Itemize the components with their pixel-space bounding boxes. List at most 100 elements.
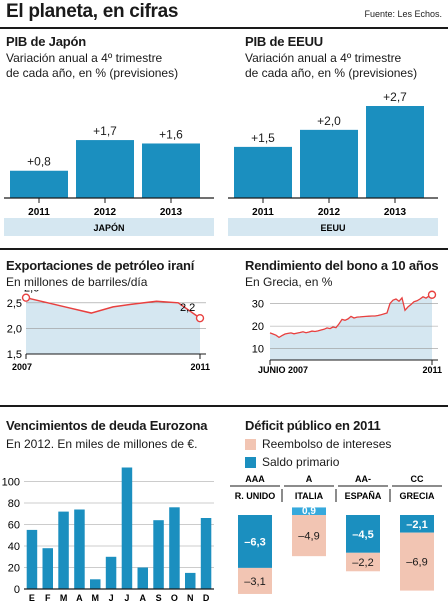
deuda-ytick-label: 80 <box>8 498 20 510</box>
pib-japon-bar <box>76 140 134 198</box>
deuda-bar <box>121 467 133 589</box>
legend-label-intereses: Reembolso de intereses <box>262 437 392 451</box>
deuda-bar <box>169 507 180 589</box>
deficit-country-label: R. UNIDO <box>235 491 276 501</box>
petroleo-chart: 1,5 2,0 2,52,6 2,2 2007 2011 <box>7 290 210 372</box>
deuda-category-label: M <box>92 593 100 603</box>
bono-ytick-label: 10 <box>252 344 264 356</box>
pib-japon-chart: +0,8 2011 +1,7 2012 +1,6 2013 JAPÓN <box>4 124 214 236</box>
deuda-bar <box>42 548 53 589</box>
bono-ytick-label: 20 <box>252 321 264 333</box>
deuda-bar <box>153 520 164 589</box>
deficit-label-intereses: –6,9 <box>406 557 427 569</box>
deuda-ytick-label: 0 <box>14 584 20 596</box>
deuda-bar <box>200 518 212 589</box>
pib-japon-title: PIB de Japón <box>6 34 86 49</box>
pib-eeuu-bar <box>234 146 292 198</box>
deficit-label-intereses: –2,2 <box>352 557 373 569</box>
petroleo-xtick-label: 2011 <box>190 362 210 372</box>
petroleo-start-label: 2,6 <box>24 290 39 295</box>
pib-eeuu-value-label: +2,0 <box>317 114 341 128</box>
petroleo-ytick-label: 1,5 <box>7 349 22 361</box>
pib-japon-band <box>4 218 214 236</box>
pib-japon-bar <box>10 170 68 198</box>
deficit-chart: AAA R. UNIDO –6,3 –3,1 A ITALIA 0,9 –4,9 AA- ESPA… <box>230 474 442 594</box>
legend-primario: Saldo primario <box>245 455 339 469</box>
deficit-bar-primario <box>292 507 326 515</box>
deficit-title: Déficit público en 2011 <box>245 418 381 433</box>
petroleo-area <box>26 297 200 354</box>
pib-eeuu-band-label: EEUU <box>320 223 345 233</box>
pib-eeuu-category-label: 2012 <box>318 207 341 218</box>
pib-eeuu-band <box>228 218 438 236</box>
deuda-category-label: N <box>187 593 194 603</box>
deficit-bar-intereses <box>238 567 272 594</box>
bono-xtick-label: 2011 <box>422 365 442 375</box>
deuda-ytick-label: 100 <box>2 477 20 489</box>
deuda-category-label: E <box>29 593 35 603</box>
pib-eeuu-value-label: +1,5 <box>251 131 275 145</box>
deficit-label-primario: –4,5 <box>352 529 373 541</box>
pib-eeuu-category-label: 2011 <box>252 207 274 218</box>
bono-area <box>270 294 432 360</box>
petroleo-subtitle: En millones de barriles/día <box>6 275 148 289</box>
pib-eeuu-title: PIB de EEUU <box>245 34 323 49</box>
pib-eeuu-category-label: 2013 <box>384 207 407 218</box>
deuda-bar <box>58 511 69 589</box>
deficit-label-primario: 0,9 <box>302 506 316 517</box>
deuda-bar <box>105 556 117 590</box>
deuda-bar <box>185 572 196 589</box>
petroleo-ytick-label: 2,5 <box>7 298 22 310</box>
deficit-rating-label: A <box>306 474 313 484</box>
deficit-rating-label: CC <box>411 474 424 484</box>
deficit-country-label: ITALIA <box>295 491 324 501</box>
pib-japon-category-label: 2013 <box>160 207 183 218</box>
deficit-bar-primario <box>400 515 434 533</box>
bono-subtitle: En Grecia, en % <box>245 275 333 289</box>
petroleo-xtick-label: 2007 <box>12 362 32 372</box>
pib-japon-bar <box>142 143 200 198</box>
deuda-category-label: O <box>171 593 178 603</box>
deuda-category-label: A <box>140 593 147 603</box>
pib-eeuu-value-label: +2,7 <box>383 90 407 104</box>
bono-ytick-label: 30 <box>252 299 264 311</box>
row-rule-1 <box>0 248 448 250</box>
deuda-category-label: S <box>156 593 162 603</box>
deficit-bar-intereses <box>400 532 434 591</box>
deuda-ytick-label: 20 <box>8 563 20 575</box>
bono-xtick-label: JUNIO 2007 <box>258 365 308 375</box>
bono-chart: 10 20 30 33,9 JUNIO 2007 2011 <box>252 290 442 375</box>
petroleo-line <box>25 296 201 319</box>
deficit-bar-primario <box>238 515 272 568</box>
pib-japon-category-label: 2012 <box>94 207 117 218</box>
pib-japon-category-label: 2011 <box>28 207 50 218</box>
pib-eeuu-chart: +1,5 2011 +2,0 2012 +2,7 2013 EEUU <box>228 90 438 236</box>
deficit-label-intereses: –3,1 <box>244 576 265 588</box>
deuda-category-label: D <box>203 593 210 603</box>
petroleo-start-point <box>21 293 31 302</box>
pib-japon-subtitle-1: Variación anual a 4º trimestre <box>6 51 163 65</box>
pib-eeuu-bar <box>366 106 424 198</box>
header-rule <box>0 27 448 29</box>
deficit-country-label: ESPAÑA <box>345 491 382 501</box>
bono-end-point <box>427 290 437 299</box>
legend-label-primario: Saldo primario <box>262 455 340 469</box>
row-rule-2 <box>0 405 448 407</box>
deuda-title: Vencimientos de deuda Eurozona <box>6 418 208 433</box>
deficit-bar-intereses <box>292 515 326 557</box>
deficit-country-label: GRECIA <box>399 491 435 501</box>
deuda-subtitle: En 2012. En miles de millones de €. <box>6 437 198 451</box>
deuda-bar <box>137 567 148 589</box>
deuda-ytick-label: 60 <box>8 520 20 532</box>
petroleo-ytick-label: 2,0 <box>7 323 22 335</box>
deficit-bar-intereses <box>346 552 380 572</box>
pib-eeuu-subtitle-2: de cada año, en % (previsiones) <box>245 66 418 80</box>
deuda-bar <box>74 509 85 589</box>
deficit-rating-label: AAA <box>245 474 265 484</box>
petroleo-end-label: 2,2 <box>180 302 195 314</box>
deficit-bar-primario <box>346 515 380 553</box>
deficit-label-primario: –2,1 <box>406 519 427 531</box>
deuda-category-label: F <box>45 593 51 603</box>
deficit-label-primario: –6,3 <box>244 536 265 548</box>
